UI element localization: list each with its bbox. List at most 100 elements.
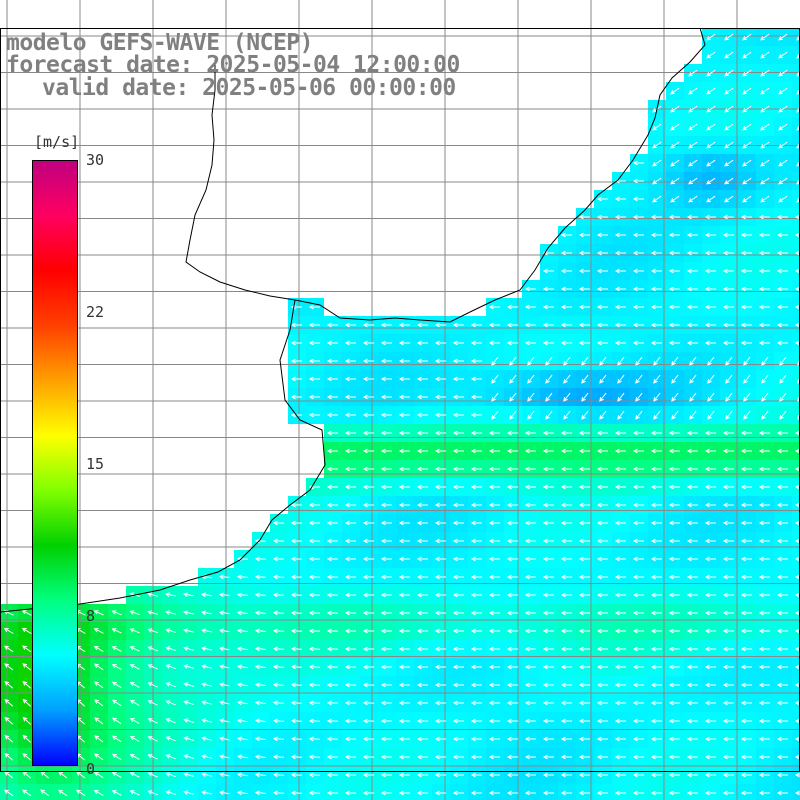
- wind-arrow: [183, 610, 194, 615]
- wind-arrow: [632, 700, 644, 706]
- wind-arrow: [758, 484, 770, 490]
- wind-arrow: [434, 448, 446, 454]
- wind-arrow: [596, 232, 608, 238]
- wind-arrow: [740, 790, 752, 796]
- wind-arrow: [111, 790, 122, 796]
- wind-arrow: [452, 790, 464, 796]
- wind-arrow: [794, 430, 800, 436]
- wind-arrow: [165, 790, 176, 795]
- wind-arrow: [758, 214, 770, 220]
- wind-arrow: [272, 754, 285, 760]
- wind-arrow: [201, 646, 212, 651]
- wind-arrow: [740, 610, 752, 616]
- wind-arrow: [506, 592, 518, 598]
- wind-arrow: [326, 790, 339, 796]
- wind-arrow: [219, 628, 230, 634]
- wind-arrow: [506, 304, 518, 310]
- wind-arrow: [219, 700, 230, 705]
- wind-arrow: [470, 448, 482, 454]
- wind-arrow: [524, 664, 536, 670]
- wind-arrow: [488, 754, 500, 760]
- wind-arrow: [506, 538, 518, 544]
- wind-arrow: [326, 412, 338, 418]
- wind-arrow: [794, 682, 800, 688]
- wind-cell: [0, 784, 18, 800]
- wind-cell: [738, 784, 756, 800]
- wind-arrow: [326, 574, 339, 580]
- wind-arrow: [326, 430, 338, 436]
- wind-arrow: [632, 322, 644, 328]
- wind-arrow: [614, 232, 626, 238]
- wind-arrow: [724, 159, 734, 167]
- wind-arrow: [578, 286, 590, 292]
- wind-arrow: [542, 718, 554, 724]
- wind-arrow: [670, 195, 680, 203]
- wind-arrow: [722, 754, 734, 760]
- wind-arrow: [542, 430, 554, 436]
- wind-arrow: [308, 664, 321, 670]
- wind-arrow: [688, 141, 698, 149]
- wind-arrow: [617, 392, 625, 402]
- wind-arrow: [761, 374, 769, 384]
- wind-arrow: [506, 430, 518, 436]
- wind-arrow: [308, 754, 321, 760]
- wind-arrow: [506, 700, 518, 706]
- wind-arrow: [542, 646, 554, 652]
- wind-arrow: [470, 592, 482, 598]
- wind-arrow: [668, 214, 680, 220]
- wind-arrow: [470, 466, 482, 472]
- wind-arrow: [524, 718, 536, 724]
- wind-arrow: [596, 430, 608, 436]
- wind-arrow: [578, 268, 590, 274]
- wind-arrow: [740, 520, 752, 526]
- wind-arrow: [722, 664, 734, 670]
- wind-arrow: [362, 592, 374, 598]
- wind-arrow: [596, 718, 608, 724]
- wind-arrow: [183, 628, 195, 633]
- wind-arrow: [509, 374, 517, 384]
- wind-arrow: [578, 772, 590, 778]
- wind-arrow: [596, 250, 608, 256]
- wind-arrow: [470, 538, 482, 544]
- wind-arrow: [704, 556, 716, 562]
- wind-arrow: [560, 538, 572, 544]
- wind-arrow: [470, 718, 482, 724]
- wind-arrow: [452, 448, 464, 454]
- wind-arrow: [344, 682, 357, 688]
- wind-arrow: [794, 736, 800, 742]
- wind-arrow: [668, 538, 680, 544]
- wind-arrow: [776, 214, 788, 220]
- wind-arrow: [560, 646, 572, 652]
- wind-arrow: [129, 790, 140, 796]
- wind-arrow: [686, 448, 698, 454]
- wind-cell: [792, 784, 800, 800]
- wind-arrow: [707, 410, 715, 420]
- wind-arrow: [506, 772, 518, 778]
- wind-arrow: [398, 376, 410, 382]
- wind-arrow: [560, 790, 572, 796]
- wind-arrow: [722, 574, 734, 580]
- wind-arrow: [632, 772, 644, 778]
- wind-arrow: [722, 772, 734, 778]
- wind-arrow: [668, 610, 680, 616]
- wind-arrow: [758, 232, 770, 238]
- wind-arrow: [542, 790, 554, 796]
- wind-arrow: [452, 520, 464, 526]
- wind-arrow: [740, 754, 752, 760]
- wind-arrow: [4, 663, 14, 671]
- wind-arrow: [668, 322, 680, 328]
- wind-arrow: [653, 410, 661, 420]
- wind-arrow: [740, 448, 752, 454]
- wind-arrow: [722, 466, 734, 472]
- wind-arrow: [506, 646, 518, 652]
- wind-arrow: [704, 322, 716, 328]
- wind-arrow: [165, 592, 176, 597]
- wind-arrow: [22, 716, 32, 725]
- wind-arrow: [344, 664, 357, 670]
- wind-arrow: [326, 610, 339, 616]
- wind-arrow: [758, 340, 770, 346]
- wind-cell: [54, 784, 72, 800]
- wind-arrow: [614, 304, 626, 310]
- wind-arrow: [524, 340, 536, 346]
- wind-cell: [198, 784, 216, 800]
